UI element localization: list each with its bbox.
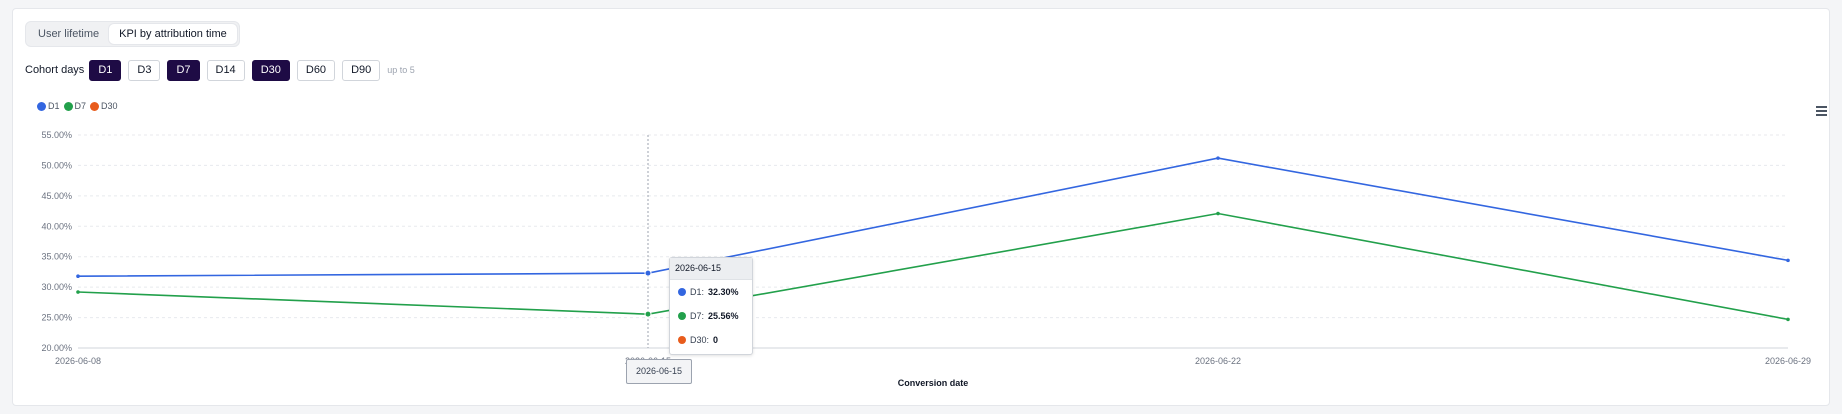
data-point-d7 [1216,211,1220,216]
chart-tooltip: 2026-06-15 D1: 32.30% D7: 25.56% D30: 0 [669,257,753,355]
tooltip-dot-d1 [678,288,686,296]
tooltip-row-d1: D1: 32.30% [670,280,752,304]
y-tick-label: 25.00% [41,313,72,323]
view-toggle: User lifetime KPI by attribution time [25,21,240,47]
series-line-d7 [77,212,1789,321]
y-tick-label: 55.00% [41,130,72,140]
cohort-chip-d30[interactable]: D30 [251,59,290,81]
data-point-d7 [76,290,80,294]
crosshair-x-label: 2026-06-15 [626,359,692,384]
hamburger-menu-icon[interactable] [1816,106,1827,116]
legend-item-d1[interactable]: D1 [37,101,60,111]
tab-user-lifetime[interactable]: User lifetime [38,28,100,40]
legend-label-d7: D7 [74,101,87,111]
tooltip-date: 2026-06-15 [670,258,752,280]
tooltip-value-d30: 0 [713,335,719,345]
tooltip-name-d30: D30: [690,335,710,345]
tooltip-row-d30: D30: 0 [670,328,752,352]
cohort-chip-d1[interactable]: D1 [89,59,122,81]
legend-dot-d7 [63,101,73,111]
legend-label-d1: D1 [48,101,60,111]
cohort-chip-d90[interactable]: D90 [342,59,381,81]
data-point-d1 [644,269,652,277]
cohort-days-label: Cohort days [25,64,85,76]
chart-panel: User lifetime KPI by attribution time Co… [12,8,1830,406]
legend-label-d30: D30 [101,101,118,111]
cohort-chip-d14[interactable]: D14 [206,59,245,81]
tooltip-dot-d7 [678,312,686,320]
data-point-d7 [644,310,652,318]
y-tick-label: 35.00% [41,252,72,262]
series-line-d1 [77,157,1789,277]
data-point-d1 [1216,156,1220,160]
tooltip-row-d7: D7: 25.56% [670,304,752,328]
y-tick-label: 30.00% [41,282,72,292]
cohort-limit-hint: up to 5 [387,65,415,75]
tooltip-value-d1: 32.30% [708,287,739,297]
y-tick-label: 50.00% [41,160,72,170]
legend-dot-d30 [90,101,100,111]
cohort-chip-d3[interactable]: D3 [128,59,161,81]
legend-dot-d1 [37,101,46,111]
data-point-d1 [76,274,80,278]
tooltip-dot-d30 [678,336,686,344]
tooltip-value-d7: 25.56% [708,311,739,321]
y-tick-label: 45.00% [41,191,72,201]
data-point-d1 [1786,258,1790,263]
tooltip-name-d1: D1: [690,287,705,297]
legend-item-d7[interactable]: D7 [63,101,87,111]
data-point-d7 [1786,317,1790,322]
chart-legend: D1 D7 D30 [37,101,122,111]
y-tick-label: 40.00% [41,221,72,231]
line-chart: 20.00% 25.00% 30.00% 35.00% 40.00% 45.00% 50.0… [41,130,1811,388]
cohort-chip-d60[interactable]: D60 [296,59,336,81]
x-axis-title: Conversion date [898,378,969,388]
cohort-chip-d7[interactable]: D7 [167,59,200,81]
tooltip-name-d7: D7: [690,311,705,321]
x-tick-label: 2026-06-29 [1765,356,1811,366]
x-tick-label: 2026-06-22 [1195,356,1241,366]
legend-item-d30[interactable]: D30 [90,101,118,111]
x-tick-label: 2026-06-08 [55,356,101,366]
y-tick-label: 20.00% [41,343,72,353]
cohort-days-selector: Cohort days D1 D3 D7 D14 D30 D60 D90 up … [25,59,415,81]
tab-kpi-by-attribution-time[interactable]: KPI by attribution time [109,24,237,44]
